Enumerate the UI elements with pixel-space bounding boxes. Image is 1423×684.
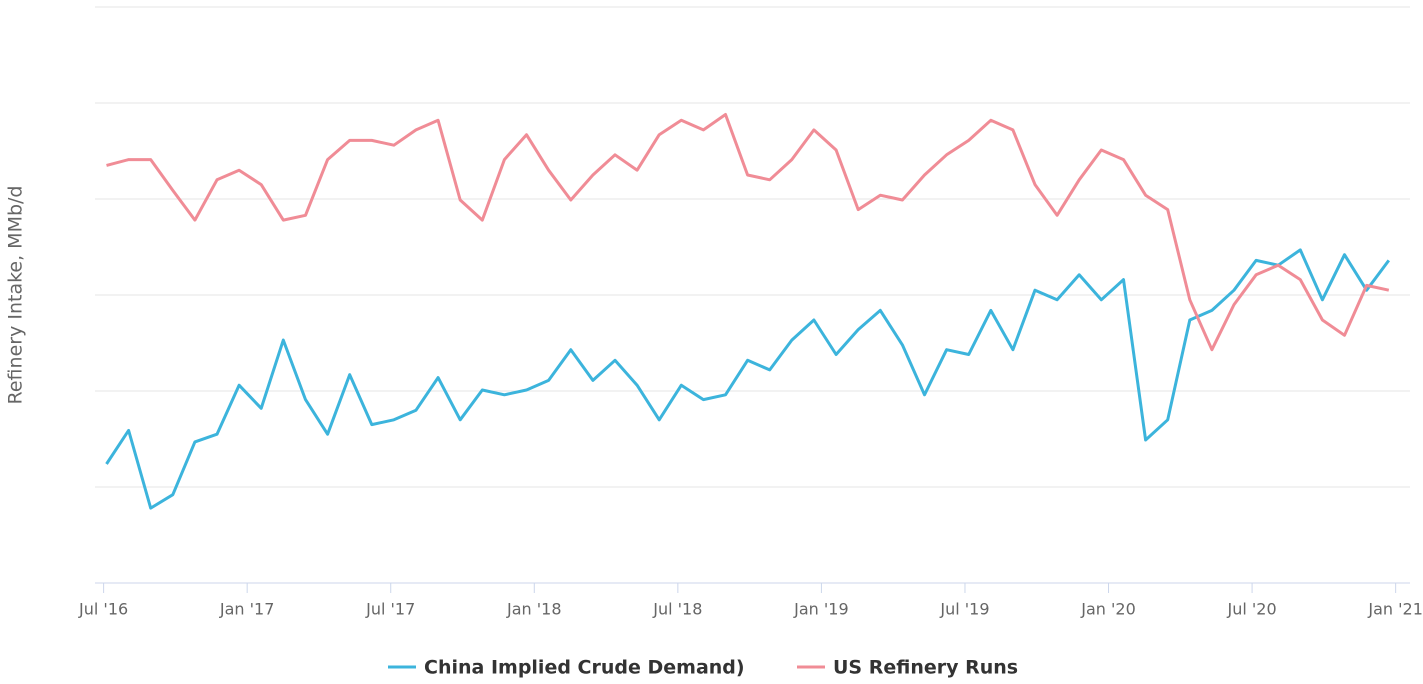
x-tick-label: Jul '18 [652, 600, 702, 619]
x-tick-label: Jul '19 [939, 600, 989, 619]
series-line [105, 248, 1391, 510]
x-tick-label: Jul '16 [78, 600, 128, 619]
y-axis-label: Refinery Intake, MMb/d [5, 186, 27, 405]
series-line [106, 113, 1390, 352]
x-tick-label: Jul '20 [1227, 600, 1277, 619]
legend-label[interactable]: China Implied Crude Demand) [424, 657, 745, 679]
x-tick-label: Jan '18 [506, 600, 562, 619]
x-tick-label: Jan '19 [793, 600, 849, 619]
legend-label[interactable]: US Refinery Runs [833, 657, 1018, 679]
x-tick-label: Jul '17 [365, 600, 415, 619]
x-tick-label: Jan '17 [219, 600, 275, 619]
x-tick-label: Jan '21 [1367, 600, 1423, 619]
x-tick-label: Jan '20 [1080, 600, 1136, 619]
